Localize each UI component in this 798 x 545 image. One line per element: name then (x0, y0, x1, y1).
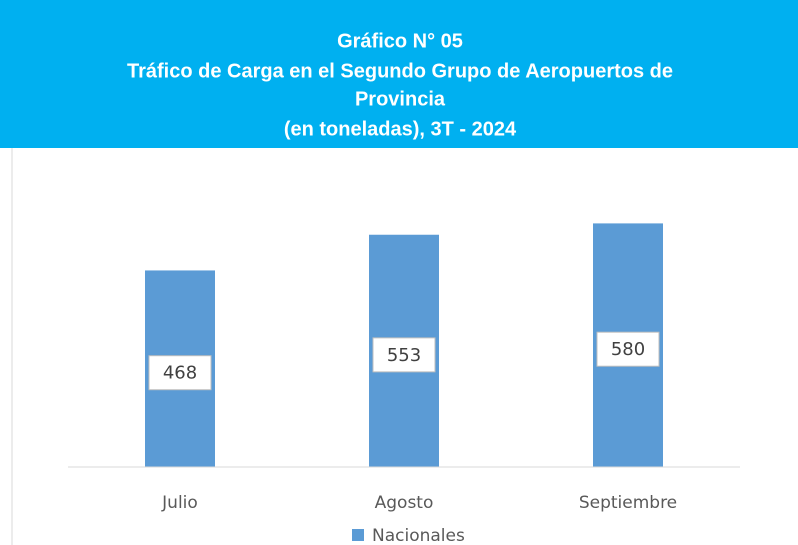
chart-title: (en toneladas), 3T - 2024 (284, 118, 517, 140)
chart-title: Tráfico de Carga en el Segundo Grupo de … (127, 60, 673, 82)
chart-title: Provincia (355, 88, 446, 110)
x-tick-label: Agosto (375, 493, 434, 513)
data-label: 553 (387, 345, 421, 366)
legend-label: Nacionales (372, 526, 465, 545)
data-label: 468 (163, 363, 197, 384)
title-banner (0, 0, 798, 148)
data-label-box (596, 331, 660, 367)
chart-title: Gráfico N° 05 (337, 30, 463, 52)
x-tick-label: Septiembre (579, 493, 677, 513)
data-label-box (372, 337, 436, 373)
data-label: 580 (611, 339, 645, 360)
legend-swatch (352, 529, 364, 541)
data-label-box (148, 355, 212, 391)
x-tick-label: Julio (161, 493, 198, 513)
